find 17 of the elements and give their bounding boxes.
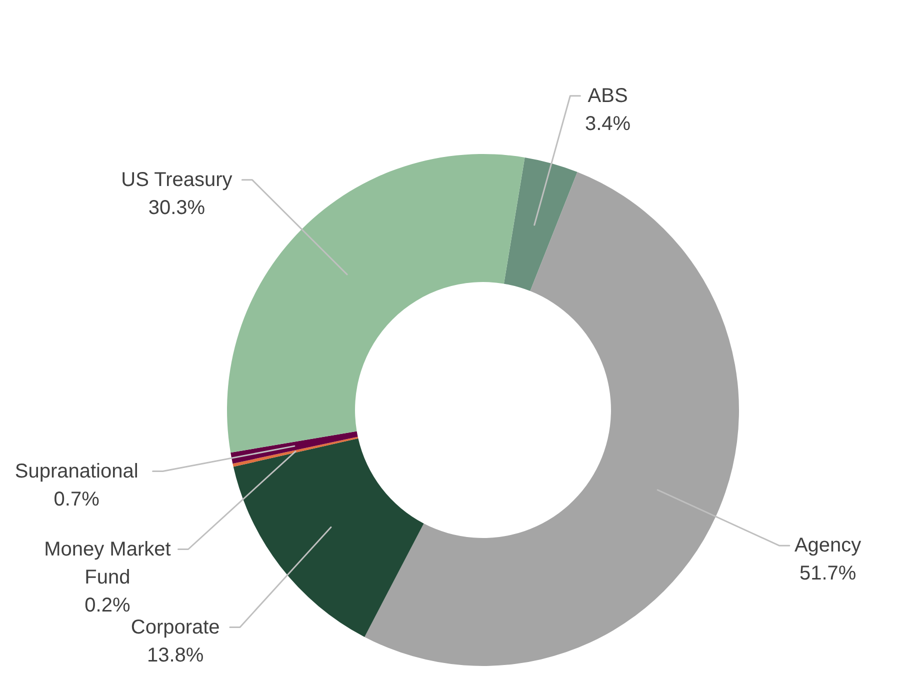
- slice-label: Agency: [794, 534, 862, 557]
- data-label: 51.7%: [799, 562, 856, 585]
- data-label: 0.2%: [84, 594, 130, 616]
- slice-label: US Treasury: [121, 168, 232, 191]
- slice-label: ABS: [588, 84, 628, 107]
- slice-label: Money Market Fund: [44, 538, 172, 588]
- donut-slice: [364, 172, 739, 666]
- data-label: 13.8%: [146, 644, 204, 666]
- data-label: 3.4%: [585, 112, 631, 135]
- donut-slice: [233, 438, 424, 637]
- slice-label: Supranational: [14, 460, 138, 482]
- data-label: 30.3%: [148, 196, 206, 219]
- data-label: 0.7%: [54, 488, 100, 510]
- donut-slice: [232, 436, 358, 467]
- donut-slice: [230, 431, 358, 464]
- donut-slice: [504, 157, 578, 292]
- slice-label: Corporate: [130, 616, 220, 638]
